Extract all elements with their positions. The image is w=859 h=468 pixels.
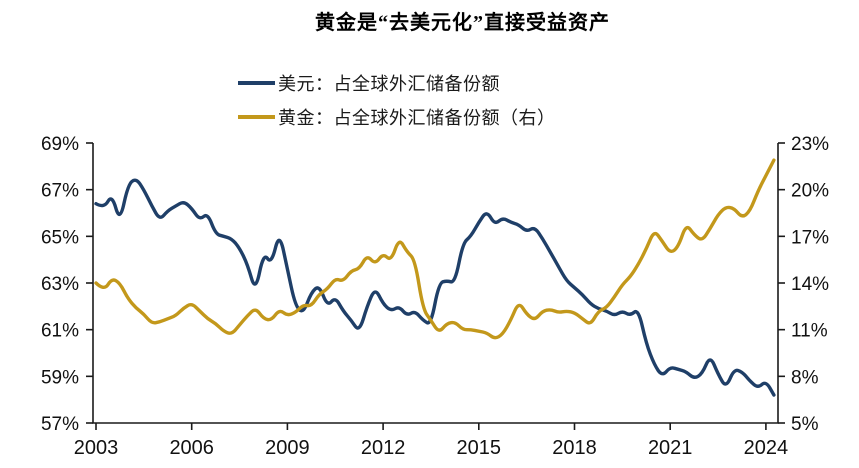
right-axis-label: 8%: [791, 367, 819, 388]
left-axis-label: 59%: [41, 367, 79, 388]
left-axis-label: 69%: [41, 134, 79, 155]
x-axis-label: 2012: [361, 437, 406, 459]
right-axis-label: 20%: [791, 181, 829, 202]
left-axis-label: 61%: [41, 321, 79, 342]
right-axis-label: 23%: [791, 134, 829, 155]
x-axis-label: 2021: [648, 437, 693, 459]
x-axis-label: 2006: [169, 437, 214, 459]
chart-title: 黄金是“去美元化”直接受益资产: [315, 12, 610, 34]
usd-series-line: [94, 178, 776, 397]
gold-series-line: [94, 158, 776, 340]
usd-line-swatch: [238, 81, 275, 85]
legend-label-gold: 黄金：占全球外汇储备份额（右）: [278, 108, 556, 128]
x-axis-label: 2024: [744, 437, 789, 459]
legend-item-usd: 美元：占全球外汇储备份额: [238, 66, 556, 100]
x-axis-label: 2003: [74, 437, 119, 459]
legend-label-usd: 美元：占全球外汇储备份额: [278, 74, 500, 94]
legend: 美元：占全球外汇储备份额 黄金：占全球外汇储备份额（右）: [238, 66, 556, 134]
x-axis-label: 2018: [552, 437, 597, 459]
left-axis-label: 67%: [41, 181, 79, 202]
left-axis-label: 57%: [41, 414, 79, 435]
right-axis-label: 17%: [791, 227, 829, 248]
right-axis-label: 14%: [791, 274, 829, 295]
x-axis-label: 2015: [457, 437, 502, 459]
right-axis-label: 11%: [791, 321, 828, 342]
gold-line-swatch: [238, 115, 275, 119]
x-axis-label: 2009: [265, 437, 310, 459]
right-axis-label: 5%: [791, 414, 819, 435]
axis-frame: [92, 143, 779, 424]
legend-item-gold: 黄金：占全球外汇储备份额（右）: [238, 100, 556, 134]
left-axis-label: 63%: [41, 274, 79, 295]
left-axis-label: 65%: [41, 227, 79, 248]
